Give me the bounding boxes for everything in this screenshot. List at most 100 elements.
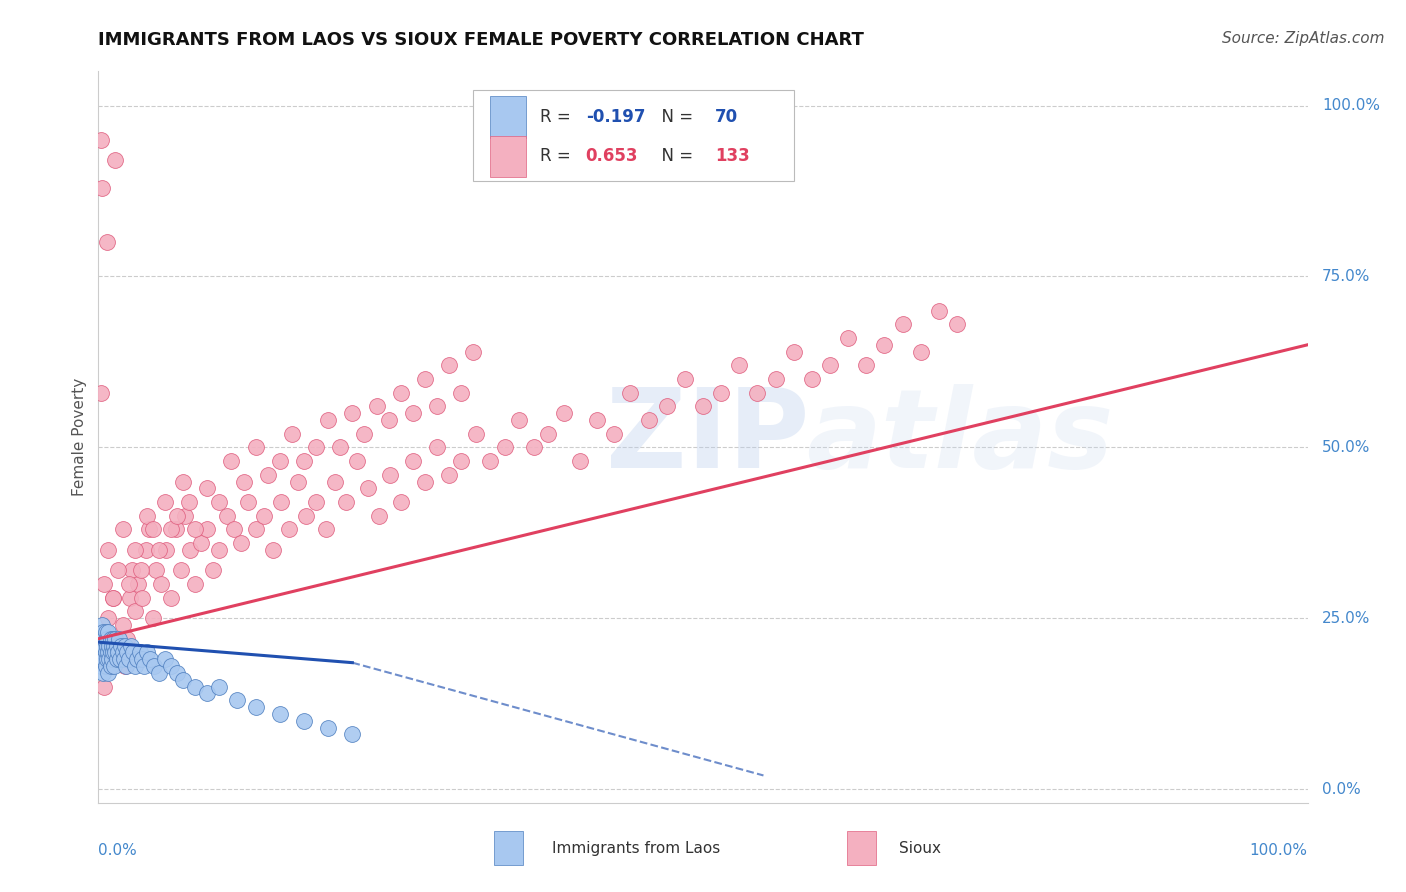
Point <box>765 372 787 386</box>
Point <box>165 522 187 536</box>
Point <box>184 680 207 694</box>
Point <box>292 714 315 728</box>
Point <box>292 454 315 468</box>
Point <box>155 542 177 557</box>
FancyBboxPatch shape <box>494 831 523 865</box>
Point <box>208 680 231 694</box>
Point <box>91 645 114 659</box>
Point <box>281 426 304 441</box>
Point <box>105 652 128 666</box>
Point <box>253 508 276 523</box>
Point <box>96 235 118 250</box>
Point <box>855 359 877 373</box>
Point <box>108 652 131 666</box>
Point <box>479 454 502 468</box>
Point <box>101 645 124 659</box>
Point <box>523 440 546 454</box>
Point <box>494 440 516 454</box>
Point <box>256 467 278 482</box>
Point <box>97 624 120 639</box>
Point <box>346 454 368 468</box>
Text: 100.0%: 100.0% <box>1250 843 1308 858</box>
Text: R =: R = <box>540 108 576 126</box>
Point <box>153 495 176 509</box>
FancyBboxPatch shape <box>474 90 793 181</box>
Point <box>619 385 641 400</box>
Point <box>184 577 207 591</box>
Point <box>90 659 112 673</box>
Point <box>114 639 136 653</box>
Point <box>353 426 375 441</box>
Point <box>101 632 124 646</box>
Point <box>96 652 118 666</box>
FancyBboxPatch shape <box>491 136 526 178</box>
Point <box>100 645 122 659</box>
Point <box>928 303 950 318</box>
Point <box>229 536 252 550</box>
Text: 133: 133 <box>716 147 749 165</box>
Point <box>226 693 249 707</box>
Point <box>107 645 129 659</box>
Point <box>118 652 141 666</box>
Point <box>287 475 309 489</box>
Point <box>93 632 115 646</box>
Point <box>873 338 896 352</box>
Point <box>90 632 112 646</box>
Point <box>315 522 337 536</box>
Point <box>437 359 460 373</box>
Point <box>104 632 127 646</box>
Point <box>118 577 141 591</box>
Point <box>148 665 170 680</box>
Point <box>100 632 122 646</box>
Point <box>172 475 194 489</box>
Point <box>316 413 339 427</box>
Point <box>316 721 339 735</box>
Text: Sioux: Sioux <box>898 840 941 855</box>
Point <box>221 454 243 468</box>
Point <box>160 522 183 536</box>
Point <box>450 454 472 468</box>
Point <box>104 645 127 659</box>
Point <box>946 318 969 332</box>
Point <box>142 522 165 536</box>
Point <box>98 652 121 666</box>
Text: 50.0%: 50.0% <box>1322 440 1371 455</box>
Point <box>131 652 153 666</box>
Point <box>222 522 245 536</box>
Point <box>98 659 121 673</box>
Point <box>104 153 127 168</box>
Point <box>100 632 122 646</box>
Point <box>174 508 197 523</box>
Point <box>325 475 347 489</box>
Text: 0.0%: 0.0% <box>98 843 138 858</box>
Text: N =: N = <box>651 108 699 126</box>
Point <box>139 652 162 666</box>
Point <box>602 426 624 441</box>
Point <box>800 372 823 386</box>
Point <box>160 659 183 673</box>
Point <box>190 536 212 550</box>
Point <box>238 495 260 509</box>
Point <box>368 508 391 523</box>
Point <box>245 700 267 714</box>
Text: 75.0%: 75.0% <box>1322 268 1371 284</box>
Point <box>378 467 401 482</box>
Point <box>270 495 292 509</box>
Point <box>120 639 142 653</box>
Point <box>413 372 436 386</box>
Point <box>98 639 121 653</box>
Point <box>818 359 841 373</box>
Point <box>131 591 153 605</box>
Point <box>122 645 145 659</box>
Point <box>91 624 114 639</box>
Point <box>389 495 412 509</box>
Point <box>117 645 139 659</box>
Point <box>100 639 122 653</box>
Point <box>127 577 149 591</box>
Point <box>89 645 111 659</box>
Point <box>91 652 114 666</box>
Point <box>450 385 472 400</box>
Point <box>245 522 267 536</box>
Point <box>94 645 117 659</box>
Text: 0.653: 0.653 <box>586 147 638 165</box>
